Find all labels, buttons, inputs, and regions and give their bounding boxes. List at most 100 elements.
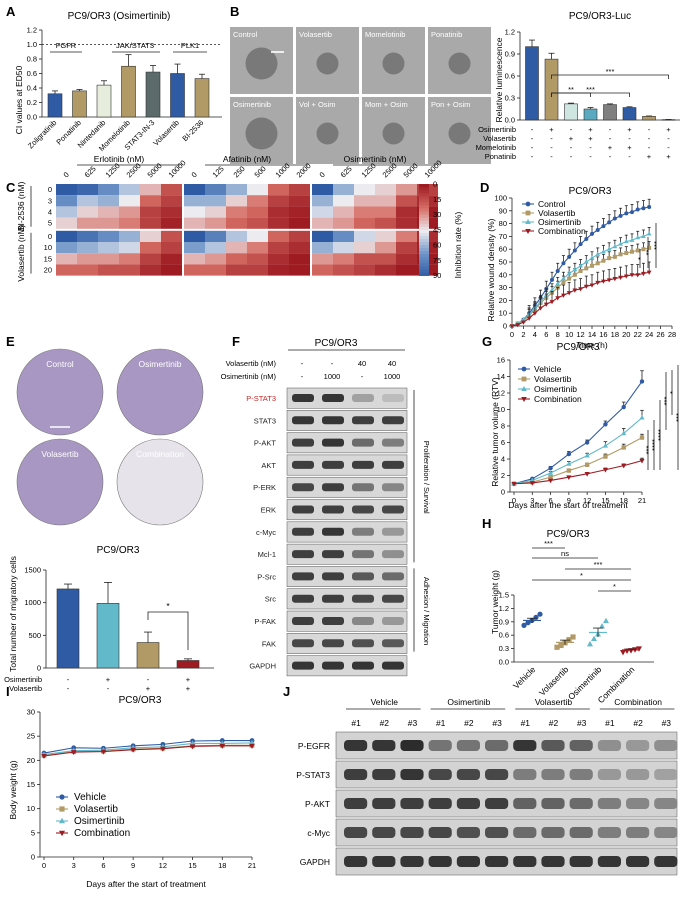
lane-label: #1 (351, 718, 361, 728)
heatmap-cell (119, 230, 140, 242)
data-point (612, 244, 618, 249)
data-point (639, 379, 645, 384)
group-label: Vehicle (371, 697, 399, 707)
band (352, 527, 374, 536)
heatmap-cell (77, 253, 98, 265)
treatment-value: - (361, 372, 364, 381)
band (382, 527, 404, 536)
chart-title: PC9/OR3 (119, 695, 162, 706)
condition-sign: - (609, 152, 612, 161)
band (654, 827, 678, 838)
data-point (533, 614, 539, 620)
data-point (595, 261, 600, 266)
condition-sign: + (549, 125, 554, 134)
heatmap-cell (289, 253, 310, 265)
band (428, 740, 452, 751)
x-tick-label: 12 (159, 861, 167, 870)
x-tick-label: 6 (544, 330, 548, 339)
heatmap-cell (77, 264, 98, 276)
x-tick-label: 18 (611, 330, 619, 339)
blot-strip (286, 543, 408, 565)
y-tick-label: 500 (28, 631, 41, 640)
band (626, 827, 650, 838)
y-tick-label: 25 (27, 732, 35, 741)
data-point (550, 277, 554, 282)
row-dose-label: 3 (48, 196, 52, 205)
image-label: Momelotinib (365, 30, 405, 39)
colorbar-segment (419, 266, 429, 270)
band (597, 798, 621, 809)
treatment-value: 40 (388, 359, 396, 368)
series-line (513, 460, 643, 485)
colorbar-segment (419, 263, 429, 267)
data-point (561, 276, 566, 281)
heatmap-cell (184, 195, 205, 207)
band (626, 856, 650, 867)
colorbar-segment (419, 217, 429, 222)
band (322, 527, 344, 536)
data-point (602, 443, 609, 448)
bar (56, 588, 80, 669)
y-tick-label: 1.0 (27, 40, 37, 49)
significance-label: **** (656, 429, 665, 441)
data-point (567, 254, 572, 259)
side-label: Proliferation / Survival (422, 441, 431, 514)
heatmap-cell (161, 184, 182, 196)
band (382, 639, 404, 648)
data-point (623, 238, 629, 244)
colorbar-segment (419, 229, 429, 234)
series-line (513, 437, 643, 485)
y-axis-label: Relative luminescence (494, 37, 504, 122)
heatmap-cell (312, 264, 333, 276)
data-point (555, 281, 561, 286)
line-chart-g: 0 2 4 6 8 10 12 14 16 0 3 6 9 12 15 18 21 VehicleVolasert… (497, 356, 683, 506)
significance-bracket (147, 611, 189, 650)
band (292, 639, 314, 648)
y-axis-label: Body weight (g) (8, 760, 18, 819)
heatmap-cell (226, 217, 247, 229)
data-point (635, 207, 640, 212)
data-point (100, 749, 107, 755)
data-point (601, 258, 606, 263)
data-point (647, 245, 652, 250)
x-tick-label: 14 (588, 330, 596, 339)
x-tick-label: 9 (567, 496, 571, 505)
band (292, 550, 314, 559)
x-tick-label: 26 (656, 330, 664, 339)
data-point (521, 317, 526, 322)
data-point (570, 634, 576, 640)
data-point (249, 743, 255, 749)
data-point (639, 414, 645, 420)
band (352, 416, 374, 425)
data-point (521, 386, 527, 391)
heatmap-cell (140, 230, 161, 242)
band (597, 769, 621, 780)
y-tick-label: 1.2 (499, 604, 509, 613)
significance-label: **** (650, 439, 659, 451)
data-point (566, 637, 572, 643)
band (382, 483, 404, 492)
band (569, 769, 593, 780)
x-tick-label: 18 (620, 496, 628, 505)
band (322, 572, 344, 581)
band (352, 483, 374, 492)
panel-label: B (230, 4, 239, 19)
x-tick-label: 8 (556, 330, 560, 339)
chart-title: PC9/OR3 (557, 342, 600, 353)
y-tick-label: 20 (499, 296, 507, 305)
data-point (555, 296, 561, 301)
heatmap-cell (354, 195, 375, 207)
bar (603, 104, 617, 121)
colorbar-segment (419, 205, 429, 209)
band (322, 505, 344, 514)
band (352, 394, 374, 402)
lane-label: #2 (380, 718, 390, 728)
colorbar-segment (419, 238, 429, 243)
y-tick-label: 80 (499, 219, 507, 228)
condition-sign: - (570, 143, 573, 152)
significance-label: * (580, 571, 583, 580)
data-point (603, 422, 608, 427)
data-point (595, 280, 601, 286)
